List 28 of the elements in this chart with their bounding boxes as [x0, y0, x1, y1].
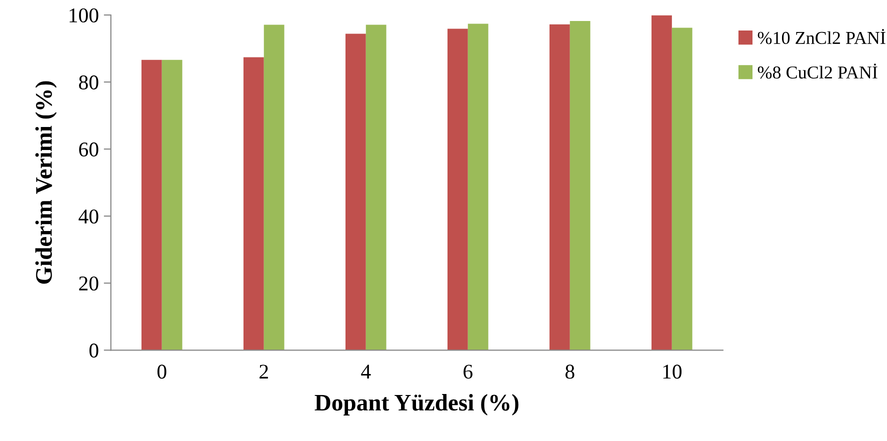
bar: [345, 34, 366, 350]
x-tick-label: 8: [565, 364, 574, 379]
bar: [366, 24, 386, 350]
y-tick-label: 60: [79, 142, 98, 156]
bar: [162, 60, 182, 350]
y-tick-label: 0: [89, 344, 98, 358]
x-axis-title: Dopant Yüzdesi (%): [314, 394, 518, 416]
bar: [672, 28, 692, 350]
y-tick-label: 20: [79, 276, 98, 291]
bar: [447, 28, 468, 350]
x-tick-label: 10: [663, 364, 682, 379]
y-tick-label: 40: [78, 209, 98, 224]
x-tick-label: 2: [260, 364, 268, 378]
y-tick-label: 80: [79, 75, 98, 90]
x-tick-label: 6: [464, 364, 472, 379]
y-tick-label: 100: [70, 8, 98, 22]
bar: [468, 24, 488, 350]
x-tick-label: 0: [157, 364, 166, 379]
bar: [570, 21, 590, 350]
bar: [264, 24, 284, 350]
bar: [652, 15, 672, 350]
x-tick-label: 4: [361, 364, 371, 378]
bar: [243, 57, 264, 350]
bar: [141, 60, 162, 350]
legend-label: %8 CuCl2 PANİ: [758, 64, 878, 79]
legend-label: %10 ZnCl2 PANİ: [758, 29, 886, 44]
bar: [549, 24, 570, 350]
y-axis-title: Giderim Verimi (%): [35, 81, 57, 284]
